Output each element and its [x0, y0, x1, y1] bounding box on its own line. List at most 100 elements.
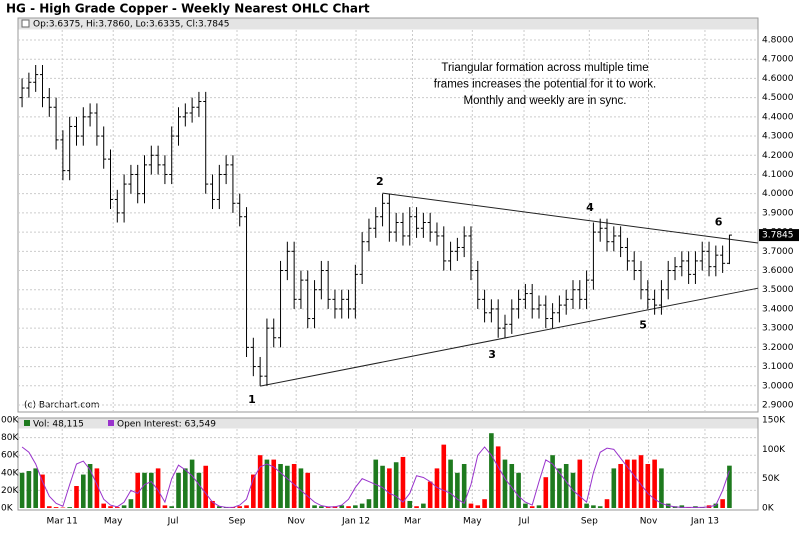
volume-bar: [516, 472, 521, 508]
volume-bar: [94, 468, 100, 508]
volume-bar: [251, 474, 256, 508]
x-tick-label: Jan 13: [690, 517, 719, 527]
volume-bar: [475, 505, 481, 508]
volume-bar: [495, 446, 501, 508]
volume-bar: [169, 506, 175, 508]
volume-bar: [291, 464, 297, 508]
y-tick-label: 4.7000: [762, 55, 794, 65]
x-tick-label: May: [104, 517, 123, 527]
volume-bar: [19, 472, 25, 508]
volume-bar: [611, 468, 617, 508]
legend-label: Vol: 48,115: [33, 420, 84, 430]
volume-bar: [183, 468, 188, 508]
volume-bar: [529, 506, 535, 508]
y-tick-label: 4.3000: [762, 132, 794, 142]
oi-tick-label: 150K: [762, 416, 786, 426]
volume-bar: [257, 455, 263, 508]
y-tick-label: 3.4000: [762, 304, 794, 314]
volume-bar: [380, 465, 385, 508]
trendline: [260, 287, 759, 387]
volume-bar: [455, 472, 460, 508]
point-label: 2: [376, 175, 384, 188]
price-tag-label: 3.7845: [762, 231, 794, 241]
volume-bar: [679, 505, 685, 508]
volume-bar: [625, 459, 630, 508]
oi-line: [21, 446, 730, 508]
annotation: Triangular formation across multiple tim…: [441, 62, 648, 74]
x-tick-label: Sep: [229, 517, 246, 527]
volume-bar: [46, 506, 52, 508]
x-tick-label: Jul: [167, 517, 179, 527]
volume-bar: [387, 468, 392, 508]
volume-bar: [414, 506, 419, 508]
volume-bar: [305, 472, 311, 508]
volume-bar: [407, 500, 413, 508]
trendline: [382, 192, 759, 244]
y-tick-label: 4.5000: [762, 93, 794, 103]
volume-bar: [353, 505, 358, 508]
x-tick-label: Mar: [404, 517, 421, 527]
volume-bar: [421, 503, 426, 508]
point-label: 3: [488, 348, 496, 361]
volume-bar: [339, 505, 345, 508]
y-tick-label: 3.2000: [762, 343, 794, 353]
volume-bar: [142, 472, 147, 508]
point-label: 4: [586, 201, 594, 214]
x-tick-label: Mar 11: [47, 517, 78, 527]
price-tag: [759, 229, 799, 242]
legend-swatch: [24, 420, 30, 426]
volume-bar: [713, 503, 719, 508]
volume-bar: [434, 468, 440, 508]
ohlc-header: Op:3.6375, Hi:3.7860, Lo:3.6335, Cl:3.78…: [33, 20, 229, 30]
annotation: Monthly and weekly are in sync.: [464, 95, 627, 107]
header-swatch: [21, 19, 30, 28]
volume-bar: [509, 464, 515, 508]
x-tick-label: Nov: [640, 517, 658, 527]
volume-bar: [502, 459, 508, 508]
volume-bar: [115, 507, 120, 508]
volume-bar: [652, 459, 657, 508]
volume-bar: [264, 459, 270, 508]
volume-bar: [237, 506, 243, 508]
volume-bar: [285, 465, 290, 508]
volume-bar: [101, 503, 106, 508]
volume-strip: [18, 418, 758, 429]
volume-bar: [523, 503, 528, 508]
volume-bar: [645, 464, 651, 508]
volume-bar: [427, 481, 433, 508]
volume-bar: [298, 468, 304, 508]
point-label: 5: [639, 318, 647, 331]
volume-bar: [659, 468, 664, 508]
x-tick-label: Jul: [518, 517, 530, 527]
volume-bar: [278, 464, 283, 508]
volume-bar: [271, 459, 277, 508]
volume-bar: [482, 499, 487, 508]
legend-swatch: [108, 420, 114, 426]
volume-tick-label: 00K: [1, 416, 19, 426]
point-label: 1: [248, 393, 256, 406]
volume-bar: [461, 464, 467, 508]
volume-bar: [74, 486, 79, 508]
volume-bar: [584, 503, 589, 508]
volume-bar: [67, 507, 72, 508]
oi-tick-label: 0K: [762, 504, 775, 514]
volume-bar: [468, 503, 474, 508]
volume-bar: [319, 506, 324, 508]
volume-bar: [210, 500, 215, 508]
y-tick-label: 3.9000: [762, 208, 794, 218]
volume-bar: [359, 503, 365, 508]
volume-tick-label: 20K: [1, 486, 19, 496]
volume-tick-label: 80K: [1, 433, 19, 443]
volume-bar: [162, 505, 168, 508]
y-tick-label: 4.0000: [762, 189, 794, 199]
oi-tick-label: 100K: [762, 445, 786, 455]
volume-bar: [128, 499, 134, 508]
volume-bar: [720, 499, 725, 508]
volume-bar: [638, 455, 644, 508]
x-tick-label: Nov: [287, 517, 305, 527]
volume-bar: [727, 465, 732, 508]
volume-bar: [53, 507, 59, 508]
volume-bar: [196, 472, 202, 508]
